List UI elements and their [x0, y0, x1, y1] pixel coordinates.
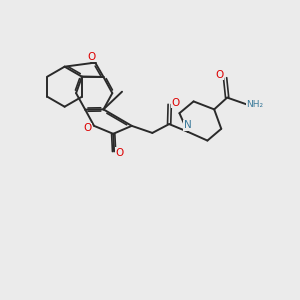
Text: N: N — [184, 120, 192, 130]
Text: O: O — [115, 148, 124, 158]
Text: O: O — [87, 52, 95, 62]
Text: NH₂: NH₂ — [246, 100, 263, 109]
Text: O: O — [172, 98, 180, 108]
Text: O: O — [216, 70, 224, 80]
Text: O: O — [83, 123, 92, 133]
